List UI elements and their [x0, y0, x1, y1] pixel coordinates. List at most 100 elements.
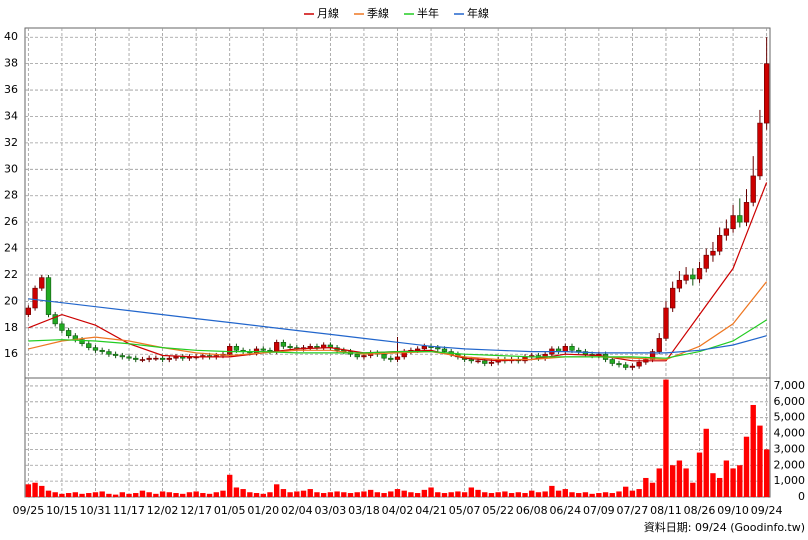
candle-body [609, 359, 615, 364]
volume-bar [616, 491, 622, 497]
candle-body [153, 357, 159, 360]
candle-body [750, 175, 756, 203]
candle-body [287, 346, 293, 348]
candle-body [86, 343, 92, 348]
volume-bar [186, 492, 193, 497]
y2-tick-label: 2,000 [774, 458, 806, 471]
volume-bar [757, 425, 763, 497]
x-tick-label: 02/04 [281, 504, 313, 517]
y2-tick-label: 0 [798, 490, 805, 503]
volume-bar [300, 490, 307, 497]
candle-body [314, 346, 320, 348]
volume-bar [710, 473, 716, 497]
x-tick-label: 03/03 [315, 504, 347, 517]
volume-bar [39, 485, 45, 497]
volume-bar [240, 489, 246, 497]
volume-bar [200, 493, 206, 497]
volume-bar [233, 487, 240, 497]
volume-bar [609, 493, 615, 497]
y2-tick-label: 6,000 [774, 395, 806, 408]
candle-body [280, 342, 287, 347]
candle-body [763, 63, 770, 124]
volume-bar [683, 468, 689, 497]
volume-bar [106, 493, 112, 497]
y-tick-label: 38 [4, 57, 18, 70]
y-tick-label: 26 [4, 215, 18, 228]
volume-bar [535, 492, 542, 497]
candle-body [65, 330, 72, 337]
candle-body [488, 361, 495, 364]
x-tick-label: 08/26 [684, 504, 716, 517]
candle-body [119, 355, 125, 358]
volume-bar [629, 490, 636, 497]
x-tick-label: 08/11 [650, 504, 682, 517]
volume-bar [549, 485, 555, 497]
y-tick-label: 22 [4, 268, 18, 281]
y2-tick-label: 4,000 [774, 427, 806, 440]
volume-bar [213, 492, 219, 497]
volume-bar [441, 493, 448, 497]
y-tick-label: 18 [4, 321, 18, 334]
x-tick-label: 12/17 [180, 504, 212, 517]
candle-body [576, 349, 582, 352]
candle-body [388, 357, 394, 360]
volume-bar [247, 492, 253, 497]
candle-body [757, 122, 763, 177]
volume-bar [656, 468, 662, 497]
volume-bar [173, 493, 179, 497]
volume-bar [314, 492, 320, 497]
volume-bar [750, 404, 756, 497]
volume-bar [649, 482, 656, 497]
volume-bar [542, 491, 548, 497]
candle-body [414, 348, 421, 351]
ma-line [28, 281, 768, 361]
volume-bar [636, 489, 642, 497]
volume-bar [602, 492, 609, 497]
x-tick-label: 05/22 [482, 504, 514, 517]
volume-bar [112, 494, 119, 497]
candle-body [629, 365, 636, 368]
y-tick-label: 40 [4, 30, 18, 43]
candle-body [723, 228, 730, 236]
candle-body [39, 277, 45, 289]
volume-bar [92, 492, 99, 497]
candle-body [616, 363, 622, 366]
x-tick-label: 05/07 [449, 504, 481, 517]
x-tick-label: 04/02 [382, 504, 414, 517]
volume-bar [52, 492, 58, 497]
volume-bar [193, 491, 199, 497]
candle-body [730, 215, 736, 230]
volume-bar [374, 492, 381, 497]
volume-bar [341, 492, 347, 497]
candle-body [441, 348, 448, 352]
volume-bar [508, 493, 515, 497]
candle-body [676, 279, 683, 289]
volume-bar [65, 493, 72, 497]
y-tick-label: 16 [4, 347, 18, 360]
y2-tick-label: 1,000 [774, 474, 806, 487]
volume-bar [589, 493, 595, 497]
volume-bar [515, 492, 521, 497]
x-tick-label: 03/18 [348, 504, 380, 517]
candle-body [569, 346, 575, 351]
volume-bar [280, 489, 287, 497]
x-tick-label: 11/17 [113, 504, 145, 517]
volume-bar [153, 493, 159, 497]
volume-bar [763, 449, 770, 497]
candle-body [180, 356, 186, 359]
candle-body [173, 356, 179, 359]
volume-bar [139, 490, 146, 497]
volume-bar [388, 491, 394, 497]
volume-bar [582, 492, 589, 497]
volume-bar [475, 489, 481, 497]
candle-body [126, 356, 132, 359]
volume-bar [227, 474, 233, 497]
candle-body [394, 356, 401, 360]
legend-label: 月線 [317, 6, 339, 20]
volume-bar [723, 460, 730, 497]
volume-bar [596, 493, 602, 497]
candle-body [79, 339, 85, 344]
candle-body [475, 360, 481, 363]
x-tick-label: 09/24 [751, 504, 783, 517]
candle-body [92, 347, 99, 351]
